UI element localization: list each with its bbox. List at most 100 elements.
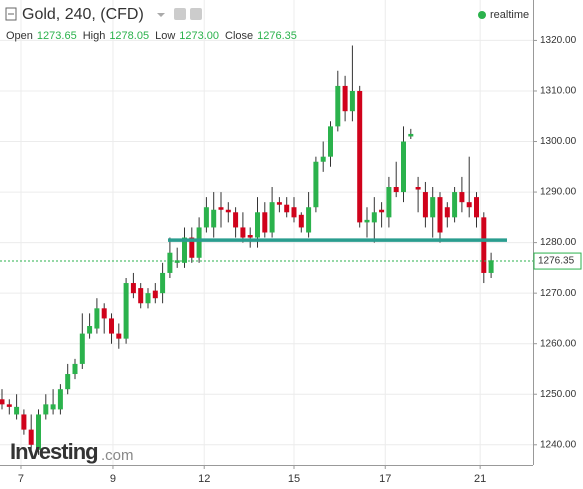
candle-body (255, 212, 260, 238)
candle-body (488, 260, 494, 273)
y-tick-label: 1290.00 (540, 187, 577, 198)
readout-name: High (83, 30, 106, 42)
y-tick-label: 1300.00 (540, 136, 577, 147)
candle-body (14, 406, 20, 415)
readout-name: Close (225, 30, 253, 42)
candle-body (474, 197, 479, 218)
candle-body (21, 414, 27, 430)
candle-body (145, 293, 151, 304)
y-tick-label: 1250.00 (540, 389, 577, 400)
candle-body (247, 235, 253, 238)
logo-suffix: .com (101, 447, 134, 464)
candle-body (284, 204, 290, 213)
readout-name: Low (155, 30, 175, 42)
status: realtime (490, 9, 529, 21)
candle-body (306, 207, 312, 233)
candle-body (328, 126, 333, 157)
candle-body (422, 192, 428, 218)
settings-icon[interactable] (174, 8, 186, 20)
y-tick-label: 1280.00 (540, 237, 577, 248)
candle-body (430, 197, 436, 218)
candle-body (452, 192, 458, 218)
candle-body (6, 404, 12, 407)
candle-body (349, 90, 355, 112)
x-tick-label: 9 (110, 473, 116, 485)
candle-body (218, 207, 224, 210)
candle-body (109, 318, 114, 334)
x-tick-label: 12 (198, 473, 210, 485)
last-price-label: 1276.35 (538, 256, 575, 267)
y-tick-label: 1320.00 (540, 35, 577, 46)
y-tick-label: 1270.00 (540, 288, 577, 299)
logo-brand: Investing (10, 439, 98, 464)
candle-body (437, 197, 443, 233)
candle-body (291, 207, 297, 218)
candle-body (130, 283, 136, 294)
candle-body (94, 308, 100, 329)
candle-body (320, 156, 326, 162)
candle-body (364, 219, 370, 223)
chart-title: Gold, 240, (CFD) (22, 6, 144, 23)
candle-body (386, 187, 392, 218)
x-tick-label: 7 (18, 473, 24, 485)
candle-body (72, 363, 78, 375)
status-dot (478, 11, 486, 19)
candle-body (371, 212, 377, 223)
candle-body (167, 252, 173, 273)
candle-body (0, 399, 5, 405)
readout: Open 1273.65 High 1278.05 Low 1273.00 Close 127… (6, 30, 297, 42)
candle-body (160, 272, 166, 294)
candle-body (65, 374, 71, 390)
candle-body (225, 209, 231, 213)
candle-body (444, 207, 450, 218)
dropdown-arrow[interactable] (157, 13, 165, 17)
candle-body (466, 202, 472, 208)
last-price-tag (533, 252, 582, 270)
candle-body (43, 404, 49, 415)
readout-value: 1276.35 (257, 30, 297, 42)
y-tick-label: 1310.00 (540, 86, 577, 97)
candle-body (138, 288, 144, 304)
candle-body (459, 192, 465, 203)
readout-value: 1273.00 (179, 30, 219, 42)
candle-body (408, 133, 414, 137)
candle-body (116, 333, 122, 339)
candle-body (203, 207, 209, 228)
x-tick-label: 21 (474, 473, 486, 485)
settings-icon[interactable] (190, 8, 202, 20)
readout-value: 1278.05 (109, 30, 149, 42)
candle-body (182, 237, 187, 263)
candle-body (233, 212, 239, 228)
candle-body (57, 389, 63, 410)
plot (0, 45, 533, 455)
candle-body (393, 187, 399, 193)
y-tick-label: 1240.00 (540, 439, 577, 450)
candle-body (87, 326, 93, 334)
candle-body (79, 333, 85, 364)
candle-body (50, 404, 56, 410)
x-tick-label: 15 (288, 473, 300, 485)
candle-body (262, 212, 268, 233)
readout-name: Open (6, 30, 33, 42)
readout-value: 1273.65 (37, 30, 77, 42)
candle-body (342, 85, 348, 112)
candle-body (240, 227, 246, 238)
grid (0, 0, 533, 465)
candle-body (335, 85, 341, 127)
candle-body (379, 209, 385, 213)
y-tick-label: 1260.00 (540, 338, 577, 349)
x-tick-label: 17 (379, 473, 391, 485)
candle-body (357, 90, 363, 223)
candle-body (123, 283, 129, 339)
candle-body (401, 141, 406, 193)
collapse-icon[interactable] (5, 7, 17, 21)
candle-body (269, 202, 275, 233)
candle-body (415, 187, 421, 190)
candle-body (298, 214, 304, 228)
candle-body (313, 161, 319, 208)
candle-body (101, 308, 107, 319)
candle-body (36, 414, 41, 450)
candle-body (481, 217, 487, 273)
